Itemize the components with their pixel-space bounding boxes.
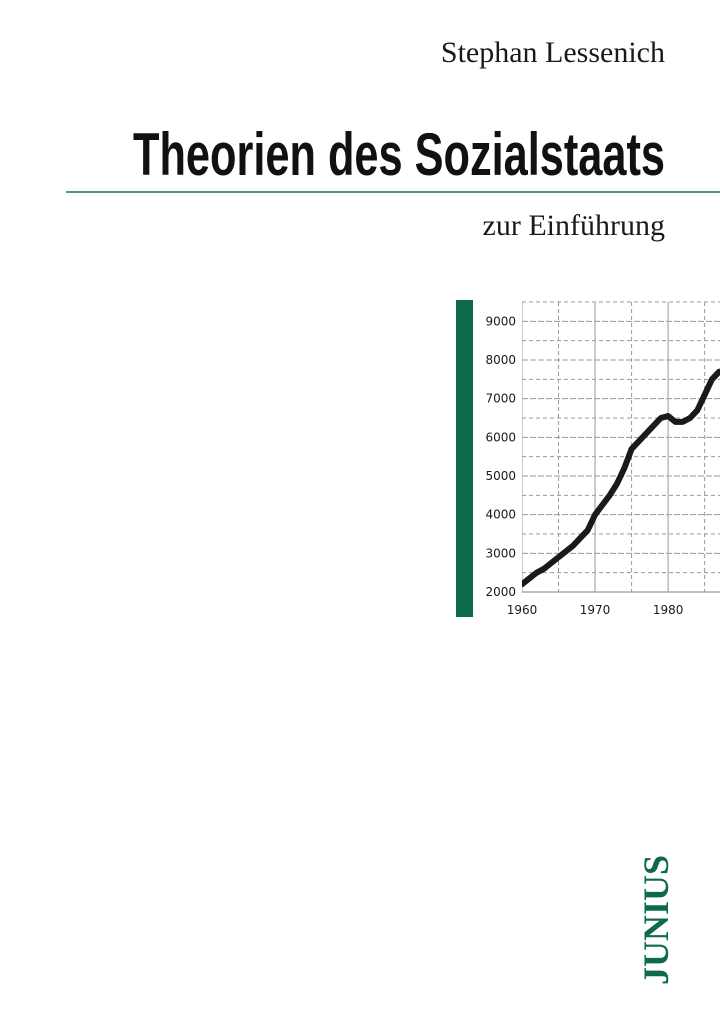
x-tick-label: 1970: [580, 603, 611, 617]
publisher: JUNIUS: [636, 855, 676, 985]
y-tick-label: 8000: [485, 353, 516, 367]
y-tick-label: 4000: [485, 508, 516, 522]
y-tick-label: 5000: [485, 469, 516, 483]
x-tick-label: 1960: [507, 603, 538, 617]
data-line: [522, 368, 720, 588]
accent-bar: [456, 300, 473, 617]
title: Theorien des Sozialstaats: [133, 121, 665, 188]
y-tick-label: 3000: [485, 546, 516, 560]
y-tick-label: 6000: [485, 430, 516, 444]
plot-area: [522, 301, 720, 593]
x-tick-label: 1980: [653, 603, 684, 617]
y-tick-label: 9000: [485, 314, 516, 328]
subtitle: zur Einführung: [483, 209, 665, 242]
author: Stephan Lessenich: [441, 36, 665, 69]
y-tick-label: 2000: [485, 585, 516, 599]
y-tick-label: 7000: [485, 392, 516, 406]
chart: 2000 3000 4000 5000 6000 7000 8000 9000 1960 1970…: [485, 301, 720, 617]
